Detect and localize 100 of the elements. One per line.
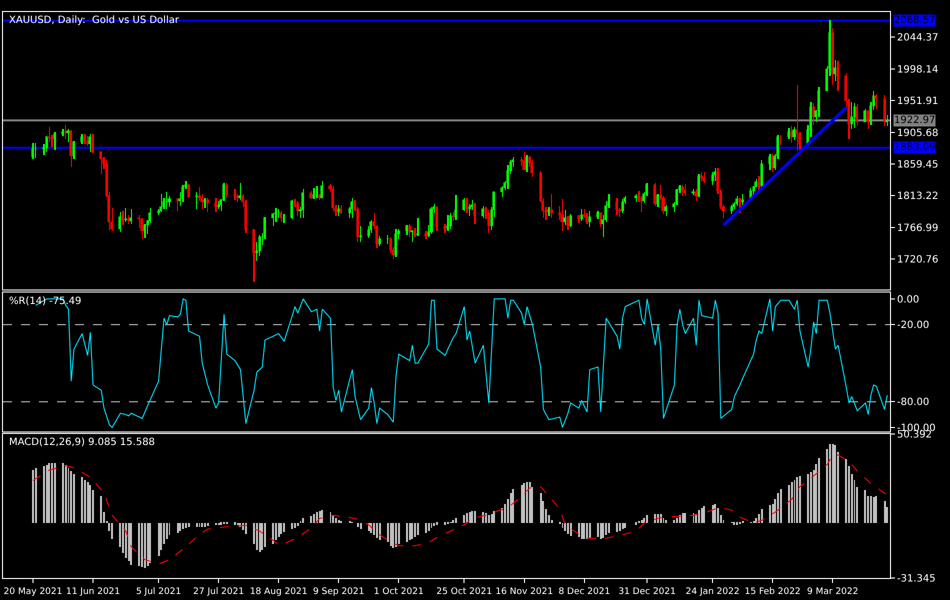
bar (264, 523, 266, 548)
bar (602, 523, 604, 538)
bar (570, 523, 572, 536)
bar (455, 518, 457, 524)
bar (701, 508, 703, 524)
bar (234, 522, 236, 526)
bar (796, 477, 798, 524)
bar (665, 520, 667, 524)
bar (799, 476, 801, 524)
x-tick-label: 20 May 2021 (4, 586, 62, 597)
bar (138, 523, 140, 566)
bar (493, 511, 495, 524)
bar (261, 523, 263, 550)
bar (297, 523, 299, 526)
bar (149, 523, 151, 564)
bar (291, 523, 293, 530)
y-tick-label: -31.345 (897, 574, 936, 584)
bar (406, 523, 408, 542)
bar (390, 523, 392, 546)
x-tick-label: 27 Jul 2021 (193, 586, 244, 597)
bar (540, 493, 542, 524)
bar (521, 485, 523, 524)
bar (141, 523, 143, 568)
bar (125, 523, 127, 558)
bar (89, 485, 91, 524)
bar (469, 512, 471, 524)
bar (73, 474, 75, 524)
bar (676, 518, 678, 524)
bar (463, 515, 465, 524)
bar (791, 482, 793, 524)
bar (321, 510, 323, 524)
bar (583, 523, 585, 540)
bar (278, 523, 280, 538)
bar (597, 523, 599, 538)
bar (444, 522, 446, 526)
bar (807, 474, 809, 524)
bar (392, 523, 394, 548)
bar (335, 518, 337, 524)
bar (635, 522, 637, 526)
bar (512, 489, 514, 524)
bar (185, 523, 187, 528)
ref-line-label: 1883.09 (894, 142, 936, 153)
y-tick-label: 0.00 (897, 294, 920, 306)
y-tick-label: 1951.91 (897, 96, 938, 108)
y-tick-label: 1998.14 (897, 64, 938, 76)
x-tick-label: 31 Dec 2021 (618, 586, 676, 597)
bar (32, 470, 34, 524)
bar (529, 482, 531, 524)
bar (87, 482, 89, 524)
bar (581, 523, 583, 540)
bar (501, 508, 503, 524)
bar (294, 523, 296, 528)
bar (144, 523, 146, 568)
bar (875, 496, 877, 524)
bar (182, 523, 184, 530)
bar (81, 477, 83, 524)
bar (428, 523, 430, 532)
bar (616, 523, 618, 532)
bar (780, 489, 782, 524)
bar (698, 510, 700, 524)
bar (376, 523, 378, 538)
bar (425, 523, 427, 534)
bar (177, 523, 179, 534)
bar (471, 511, 473, 524)
bar (70, 471, 72, 524)
bar (417, 523, 419, 536)
bar (310, 516, 312, 524)
x-tick-label: 9 Sep 2021 (313, 586, 364, 597)
bar (717, 508, 719, 524)
bar (433, 523, 435, 526)
bar (884, 501, 886, 524)
bar (777, 493, 779, 524)
bar (810, 472, 812, 524)
y-tick-label: -80.00 (897, 397, 930, 408)
bar (158, 523, 160, 556)
bar (564, 523, 566, 532)
bar (834, 445, 836, 524)
ref-line-label: 2068.57 (894, 15, 936, 26)
y-tick-label: 1766.99 (897, 222, 938, 234)
bar (600, 523, 602, 540)
bar (51, 463, 53, 524)
bar (829, 444, 831, 524)
candlestick (359, 226, 362, 242)
x-tick-label: 18 Aug 2021 (250, 586, 308, 597)
bar (130, 523, 132, 566)
bar (188, 523, 190, 528)
y-tick-label: 2044.37 (897, 32, 938, 44)
bar (409, 523, 411, 540)
bar (357, 523, 359, 528)
bar (788, 485, 790, 524)
bar (259, 523, 261, 552)
bar (436, 522, 438, 526)
ref-line-label: 1922.97 (894, 115, 936, 126)
bar (864, 490, 866, 524)
bar (84, 480, 86, 524)
bar (128, 523, 130, 562)
bar (510, 493, 512, 524)
bar (283, 523, 285, 532)
bar (622, 523, 624, 530)
bar (679, 515, 681, 524)
